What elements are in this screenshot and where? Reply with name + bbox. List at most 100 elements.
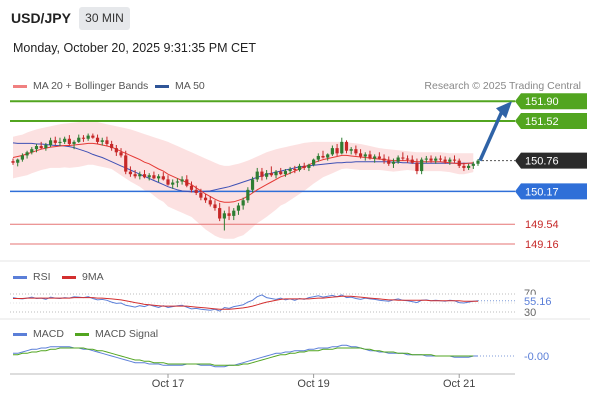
candle (16, 158, 20, 167)
candle (166, 175, 170, 186)
candle-body (227, 213, 231, 216)
candle (63, 136, 67, 144)
macd-series-line (13, 344, 478, 368)
candle-body (344, 141, 349, 151)
candle-body (105, 140, 109, 144)
candle (119, 148, 123, 158)
candle-body (382, 158, 386, 161)
rsi-swatch (13, 275, 27, 279)
candle-body (387, 160, 391, 164)
candle-body (405, 158, 410, 160)
level-tag-support (515, 183, 587, 200)
candle (288, 166, 292, 175)
candle-body (133, 174, 137, 177)
candle-body (203, 197, 208, 201)
candle-body (208, 200, 212, 205)
candle-body (86, 135, 90, 139)
candle (194, 185, 198, 196)
candle-body (471, 163, 475, 166)
candle-body (476, 160, 480, 164)
candle (175, 178, 179, 188)
candle (335, 143, 339, 156)
datetime-label: Monday, October 20, 2025 9:31:35 PM CET (13, 41, 256, 55)
candle (250, 176, 255, 193)
candle-body (340, 141, 344, 154)
ma50-line (12, 142, 474, 193)
candle (241, 197, 245, 210)
candle-body (415, 162, 419, 172)
legend-rsi-label: RSI (33, 271, 51, 283)
legend-rsi-ma-label: 9MA (82, 271, 104, 283)
candle (297, 163, 302, 172)
legend-macd: MACD (13, 328, 64, 340)
candle (48, 137, 53, 148)
candle (307, 163, 311, 172)
candle-body (185, 179, 189, 186)
candle-body (316, 155, 320, 160)
level-tag-current (515, 152, 587, 169)
candle (283, 168, 288, 177)
candle-body (16, 159, 20, 163)
candle (105, 136, 109, 147)
candle (302, 162, 306, 171)
candle-body (260, 171, 264, 177)
time-label: Oct 19 (297, 378, 329, 390)
candle (344, 140, 349, 154)
time-label: Oct 21 (443, 378, 475, 390)
time-label: Oct 17 (152, 378, 184, 390)
candle-body (335, 148, 339, 154)
candle-body (368, 154, 372, 159)
candle (410, 155, 414, 164)
candle-body (349, 149, 353, 151)
candle-body (236, 205, 241, 211)
candle (467, 163, 471, 171)
candle-body (161, 176, 165, 180)
timeframe-button[interactable]: 30 MIN (79, 7, 130, 30)
candle (363, 152, 367, 161)
legend-ma50: MA 50 (155, 80, 205, 92)
candle-body (20, 155, 24, 160)
macd-signal-swatch (75, 332, 89, 336)
candle (199, 188, 203, 201)
candle-body (279, 171, 283, 175)
candle (269, 166, 273, 177)
candle (81, 135, 86, 142)
candle-body (241, 200, 245, 206)
candle (246, 187, 250, 203)
candle-body (420, 159, 424, 172)
candle-body (401, 157, 405, 159)
candle (260, 167, 264, 181)
candle (424, 155, 428, 163)
candle (438, 155, 443, 162)
candle (349, 147, 353, 155)
candle (128, 166, 133, 177)
candle-body (288, 168, 292, 172)
candle (138, 171, 142, 180)
candle (340, 137, 344, 155)
candle (30, 147, 34, 155)
forecast-arrow-head (496, 101, 512, 119)
candle-body (114, 148, 118, 153)
candle-body (222, 213, 226, 219)
candle (236, 202, 241, 215)
candle-body (274, 171, 278, 176)
candle-body (175, 181, 179, 183)
candle (401, 152, 405, 161)
candle-body (48, 140, 53, 146)
candle-body (410, 159, 414, 163)
candle-body (152, 175, 156, 179)
forecast-arrow-shaft (478, 110, 504, 162)
candle-body (44, 145, 48, 149)
candle-body (283, 171, 288, 175)
candle (95, 134, 100, 144)
candle (330, 145, 334, 156)
level-label-support: 150.17 (525, 186, 559, 198)
candle (443, 156, 447, 164)
candle-body (39, 146, 43, 149)
candle (457, 158, 461, 168)
candle-body (246, 189, 250, 201)
candle-body (180, 179, 184, 182)
candle-body (434, 158, 438, 161)
candle (171, 179, 175, 189)
